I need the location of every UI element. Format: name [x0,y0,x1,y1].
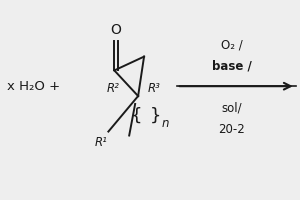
Text: R²: R² [106,82,119,95]
Text: R¹: R¹ [94,136,107,149]
Text: O₂ /: O₂ / [221,38,243,51]
Text: }: } [150,107,162,125]
Text: {: { [131,107,142,125]
Text: O: O [111,23,122,37]
Text: base /: base / [212,60,252,73]
Text: 20-2: 20-2 [218,123,245,136]
Text: R³: R³ [148,82,161,95]
Text: sol/: sol/ [221,101,242,114]
Text: n: n [161,117,169,130]
Text: x H₂O +: x H₂O + [7,80,61,93]
